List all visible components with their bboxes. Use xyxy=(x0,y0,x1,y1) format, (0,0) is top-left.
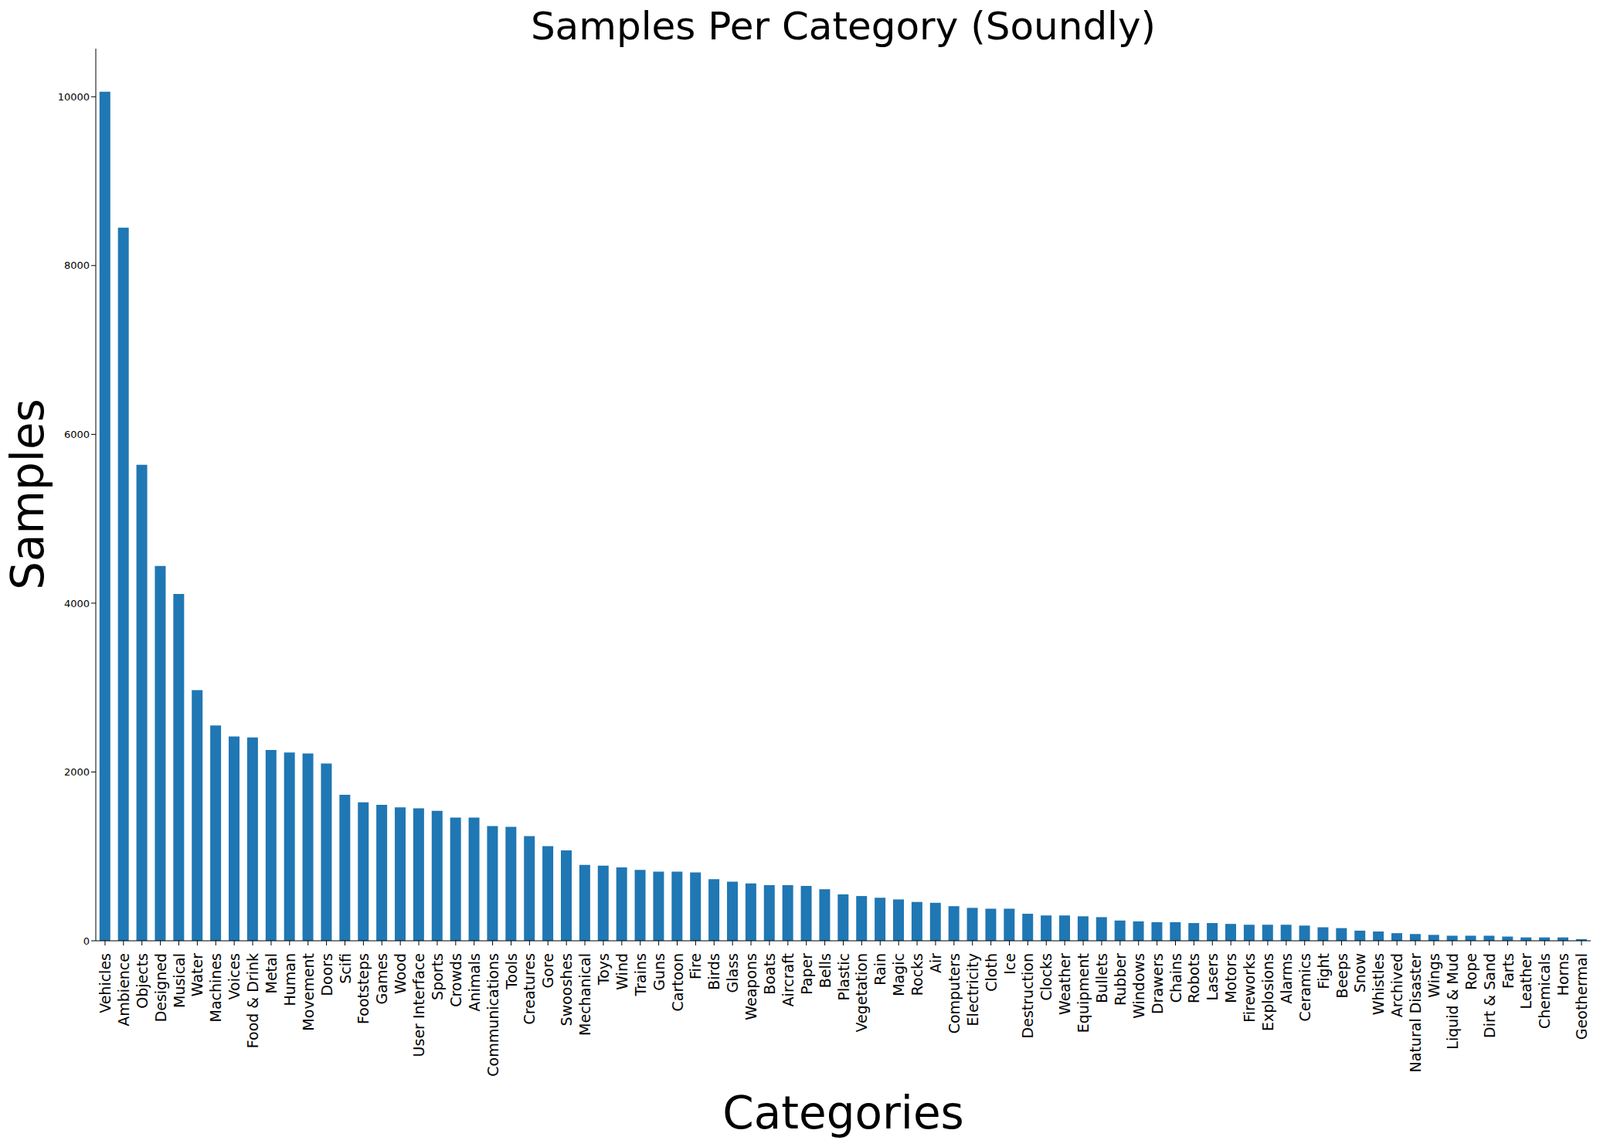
svg-text:8000: 8000 xyxy=(64,259,90,272)
svg-text:Rain: Rain xyxy=(871,953,889,986)
svg-text:Metal: Metal xyxy=(262,953,280,994)
svg-text:Liquid & Mud: Liquid & Mud xyxy=(1443,953,1461,1050)
svg-text:Objects: Objects xyxy=(133,953,151,1009)
svg-text:Farts: Farts xyxy=(1499,953,1517,989)
svg-text:Aircraft: Aircraft xyxy=(779,953,797,1007)
svg-text:Beeps: Beeps xyxy=(1333,953,1351,999)
svg-text:Drawers: Drawers xyxy=(1148,953,1166,1015)
svg-text:Whistles: Whistles xyxy=(1369,953,1387,1016)
svg-text:Paper: Paper xyxy=(798,953,816,996)
svg-text:Chemicals: Chemicals xyxy=(1535,953,1553,1030)
svg-text:Bells: Bells xyxy=(816,953,834,989)
svg-text:Wings: Wings xyxy=(1425,953,1443,999)
svg-text:Chains: Chains xyxy=(1167,953,1185,1003)
svg-text:User Interface: User Interface xyxy=(410,953,428,1057)
html-text:Samples: Samples xyxy=(1,398,55,591)
svg-text:Toys: Toys xyxy=(594,953,612,986)
svg-text:Sports: Sports xyxy=(428,953,446,1001)
svg-text:Creatures: Creatures xyxy=(520,953,538,1025)
svg-text:Alarms: Alarms xyxy=(1277,953,1295,1005)
svg-text:Destruction: Destruction xyxy=(1019,953,1037,1039)
svg-text:Equipment: Equipment xyxy=(1074,953,1092,1033)
svg-text:Lasers: Lasers xyxy=(1203,953,1221,1002)
svg-text:Footsteps: Footsteps xyxy=(354,953,372,1025)
svg-text:6000: 6000 xyxy=(64,428,90,441)
svg-text:Snow: Snow xyxy=(1351,953,1369,993)
svg-text:Fire: Fire xyxy=(686,953,704,980)
svg-text:Clocks: Clocks xyxy=(1037,953,1055,1002)
svg-text:Windows: Windows xyxy=(1130,953,1148,1020)
svg-text:Dirt & Sand: Dirt & Sand xyxy=(1481,953,1499,1039)
svg-text:Animals: Animals xyxy=(465,953,483,1013)
svg-text:Archived: Archived xyxy=(1388,953,1406,1018)
svg-text:Wind: Wind xyxy=(613,953,631,991)
svg-text:Rope: Rope xyxy=(1462,953,1480,991)
svg-text:Voices: Voices xyxy=(225,953,243,1000)
svg-text:Explosions: Explosions xyxy=(1259,953,1277,1032)
svg-text:Boats: Boats xyxy=(760,953,778,996)
svg-text:Motors: Motors xyxy=(1222,953,1240,1004)
html-text:Categories: Categories xyxy=(722,1087,965,1140)
svg-text:2000: 2000 xyxy=(64,766,90,778)
svg-text:Glass: Glass xyxy=(723,953,741,993)
svg-text:Guns: Guns xyxy=(650,953,668,992)
svg-text:Ice: Ice xyxy=(1001,953,1019,975)
svg-text:Robots: Robots xyxy=(1185,953,1203,1004)
svg-text:Natural Disaster: Natural Disaster xyxy=(1406,953,1424,1074)
svg-text:Ambience: Ambience xyxy=(115,953,133,1027)
svg-text:Mechanical: Mechanical xyxy=(576,953,594,1037)
svg-text:Plastic: Plastic xyxy=(835,953,853,1001)
svg-text:Magic: Magic xyxy=(890,953,908,997)
svg-text:Weather: Weather xyxy=(1056,953,1074,1016)
svg-text:Crowds: Crowds xyxy=(447,953,465,1008)
svg-text:Wood: Wood xyxy=(391,953,409,995)
svg-text:Water: Water xyxy=(188,953,206,997)
svg-text:Air: Air xyxy=(927,953,945,974)
svg-text:Fight: Fight xyxy=(1314,953,1332,989)
svg-text:Cartoon: Cartoon xyxy=(669,953,687,1012)
svg-text:Games: Games xyxy=(373,953,391,1005)
svg-text:Fireworks: Fireworks xyxy=(1240,953,1258,1023)
svg-text:Swooshes: Swooshes xyxy=(557,953,575,1026)
svg-text:Gore: Gore xyxy=(539,953,557,989)
svg-text:Tools: Tools xyxy=(502,953,520,991)
svg-text:Bullets: Bullets xyxy=(1093,953,1111,1004)
svg-text:Food & Drink: Food & Drink xyxy=(244,953,262,1049)
svg-text:Computers: Computers xyxy=(945,953,963,1034)
svg-text:0: 0 xyxy=(83,935,90,948)
svg-text:4000: 4000 xyxy=(64,597,90,610)
svg-text:Designed: Designed xyxy=(152,953,170,1023)
svg-text:10000: 10000 xyxy=(57,91,90,103)
html-text:Samples Per Category (Soundly): Samples Per Category (Soundly) xyxy=(530,3,1156,49)
svg-text:Musical: Musical xyxy=(170,953,188,1009)
svg-text:Weapons: Weapons xyxy=(742,953,760,1021)
svg-text:Communications: Communications xyxy=(484,953,502,1077)
svg-text:Birds: Birds xyxy=(705,953,723,991)
svg-text:Rocks: Rocks xyxy=(908,953,926,996)
svg-text:Geothermal: Geothermal xyxy=(1572,953,1590,1040)
svg-text:Cloth: Cloth xyxy=(982,953,1000,992)
svg-text:Horns: Horns xyxy=(1554,953,1572,996)
svg-text:Doors: Doors xyxy=(318,953,336,997)
svg-text:Leather: Leather xyxy=(1517,953,1535,1010)
svg-text:Machines: Machines xyxy=(207,953,225,1023)
svg-text:Rubber: Rubber xyxy=(1111,953,1129,1006)
svg-text:Ceramics: Ceramics xyxy=(1296,953,1314,1023)
svg-text:Vehicles: Vehicles xyxy=(96,953,114,1014)
svg-text:Scifi: Scifi xyxy=(336,953,354,985)
svg-text:Movement: Movement xyxy=(299,953,317,1032)
svg-text:Trains: Trains xyxy=(631,953,649,998)
svg-text:Electricity: Electricity xyxy=(964,953,982,1026)
svg-text:Vegetation: Vegetation xyxy=(852,953,870,1033)
svg-text:Human: Human xyxy=(281,953,299,1007)
